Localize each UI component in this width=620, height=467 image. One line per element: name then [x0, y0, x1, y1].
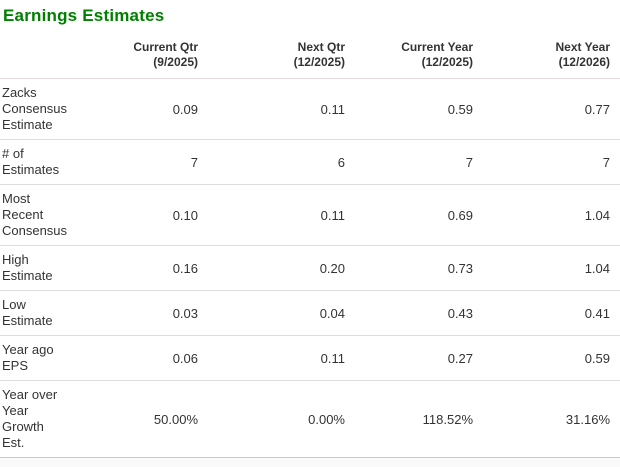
row-label: Year ago EPS [0, 335, 74, 381]
estimate-value: 0.03 [74, 290, 198, 336]
estimate-value: 0.11 [198, 78, 345, 140]
col-header-period: (12/2025) [421, 55, 473, 69]
estimate-value: 1.04 [473, 245, 620, 291]
estimate-value: 0.27 [345, 335, 473, 381]
estimate-value: 7 [74, 139, 198, 185]
estimate-value: 0.73 [345, 245, 473, 291]
table-row-high-estimate: High Estimate 0.16 0.20 0.73 1.04 [0, 245, 620, 291]
col-header-current-qtr: Current Qtr (9/2025) [74, 36, 198, 79]
estimate-value: 0.59 [473, 335, 620, 381]
estimate-value: 1.04 [473, 184, 620, 246]
estimate-value: 0.04 [198, 290, 345, 336]
col-header-label: Current Year [401, 40, 473, 54]
footer-strip [0, 458, 620, 467]
estimate-value: 0.20 [198, 245, 345, 291]
row-label: # of Estimates [0, 139, 74, 185]
row-label: Year over Year Growth Est. [0, 380, 74, 458]
col-header-period: (12/2025) [293, 55, 345, 69]
table-row-zacks-consensus-estimate: Zacks Consensus Estimate 0.09 0.11 0.59 … [0, 78, 620, 140]
estimate-value: 6 [198, 139, 345, 185]
estimate-value: 50.00% [74, 380, 198, 458]
estimate-value: 0.11 [198, 335, 345, 381]
page-title: Earnings Estimates [3, 6, 165, 25]
estimate-value: 0.09 [74, 78, 198, 140]
estimate-value: 0.41 [473, 290, 620, 336]
estimate-value: 0.69 [345, 184, 473, 246]
estimate-value: 0.11 [198, 184, 345, 246]
col-header-next-qtr: Next Qtr (12/2025) [198, 36, 345, 79]
table-row-number-of-estimates: # of Estimates 7 6 7 7 [0, 139, 620, 185]
row-label: Zacks Consensus Estimate [0, 78, 74, 140]
row-label: High Estimate [0, 245, 74, 291]
estimate-value: 0.06 [74, 335, 198, 381]
estimate-value: 118.52% [345, 380, 473, 458]
table-row-year-over-year-growth-est: Year over Year Growth Est. 50.00% 0.00% … [0, 380, 620, 458]
row-label: Most Recent Consensus [0, 184, 74, 246]
header-spacer [0, 36, 74, 79]
table-row-year-ago-eps: Year ago EPS 0.06 0.11 0.27 0.59 [0, 335, 620, 381]
row-label: Low Estimate [0, 290, 74, 336]
estimate-value: 0.00% [198, 380, 345, 458]
col-header-next-year: Next Year (12/2026) [473, 36, 620, 79]
col-header-label: Current Qtr [133, 40, 198, 54]
estimate-value: 7 [473, 139, 620, 185]
estimate-value: 0.77 [473, 78, 620, 140]
estimate-value: 0.43 [345, 290, 473, 336]
estimate-value: 0.10 [74, 184, 198, 246]
col-header-current-year: Current Year (12/2025) [345, 36, 473, 79]
estimate-value: 7 [345, 139, 473, 185]
earnings-estimates-table: Current Qtr (9/2025) Next Qtr (12/2025) … [0, 36, 620, 458]
col-header-period: (9/2025) [153, 55, 198, 69]
col-header-period: (12/2026) [558, 55, 610, 69]
col-header-label: Next Qtr [297, 40, 345, 54]
col-header-label: Next Year [555, 40, 611, 54]
table-row-most-recent-consensus: Most Recent Consensus 0.10 0.11 0.69 1.0… [0, 184, 620, 246]
earnings-estimates-panel: Earnings Estimates Current Qtr (9/2025) … [0, 6, 620, 467]
estimate-value: 31.16% [473, 380, 620, 458]
header-row: Current Qtr (9/2025) Next Qtr (12/2025) … [0, 36, 620, 79]
estimate-value: 0.59 [345, 78, 473, 140]
table-row-low-estimate: Low Estimate 0.03 0.04 0.43 0.41 [0, 290, 620, 336]
estimate-value: 0.16 [74, 245, 198, 291]
